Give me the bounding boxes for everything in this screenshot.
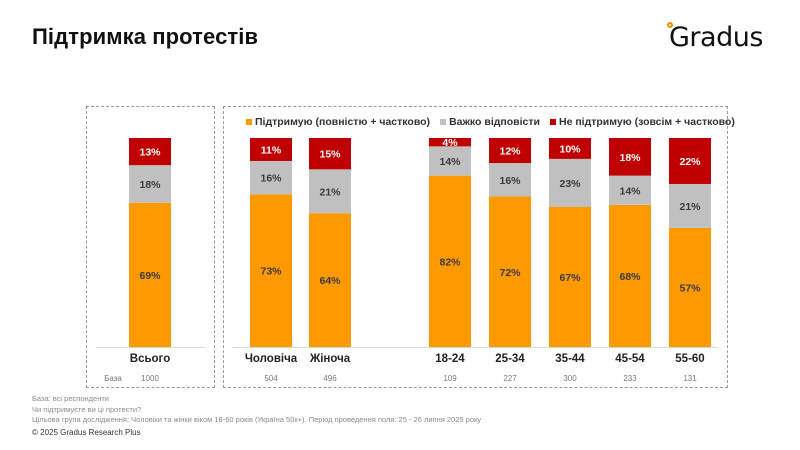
data-label-not-support: 12% <box>499 146 521 158</box>
chart-legend: Підтримую (повністю + частково) Важко ві… <box>246 116 735 128</box>
data-label-support: 67% <box>559 272 581 284</box>
data-label-support: 82% <box>439 256 461 268</box>
data-label-not-support: 4% <box>442 137 458 149</box>
data-label-support: 57% <box>679 282 701 294</box>
bar-segment-hard-to-say <box>429 146 471 176</box>
data-label-hard-to-say: 21% <box>319 186 341 198</box>
category-label: 45-54 <box>615 353 645 365</box>
base-value: 227 <box>503 374 517 383</box>
bar-segment-not-support <box>129 138 171 166</box>
bar-segment-not-support <box>549 138 591 159</box>
bar-segment-not-support <box>669 138 711 184</box>
footnote-base: База: всі респонденти <box>32 394 109 403</box>
data-label-not-support: 15% <box>319 149 341 161</box>
bar-segment-support <box>549 206 591 347</box>
data-label-hard-to-say: 16% <box>260 173 282 185</box>
logo-dot-icon <box>667 22 673 28</box>
data-label-not-support: 22% <box>679 156 701 168</box>
data-label-hard-to-say: 14% <box>619 185 641 197</box>
copyright: © 2025 Gradus Research Plus <box>32 428 141 437</box>
bar-segment-hard-to-say <box>549 158 591 207</box>
data-label-hard-to-say: 18% <box>139 179 161 191</box>
category-label: 18-24 <box>435 353 465 365</box>
legend-item-not-support: Не підтримую (зовсім + частково) <box>549 116 735 128</box>
bar-segment-support <box>309 213 351 347</box>
data-label-support: 68% <box>619 271 641 283</box>
data-label-not-support: 10% <box>559 143 581 155</box>
data-label-not-support: 11% <box>261 144 282 156</box>
bar-segment-hard-to-say <box>129 165 171 203</box>
bar-segment-hard-to-say <box>250 160 292 195</box>
base-value: 504 <box>264 374 278 383</box>
data-label-support: 64% <box>319 275 341 287</box>
bar-segment-hard-to-say <box>669 183 711 228</box>
bar-segment-support <box>489 196 531 347</box>
bar-segment-not-support <box>250 138 292 161</box>
legend-item-support: Підтримую (повністю + частково) <box>246 116 430 128</box>
data-label-support: 69% <box>139 270 161 282</box>
data-label-not-support: 13% <box>139 147 161 159</box>
data-label-hard-to-say: 14% <box>439 156 461 168</box>
footnotes: База: всі респонденти Чи підтримуєте ви … <box>32 394 481 426</box>
bar-segment-support <box>250 194 292 347</box>
base-value: 131 <box>683 374 697 383</box>
bar-segment-hard-to-say <box>489 163 531 197</box>
page-title: Підтримка протестів <box>32 24 259 49</box>
legend-label-hard-to-say: Важко відповісти <box>449 116 540 128</box>
bar-segment-support <box>609 204 651 347</box>
category-label: 25-34 <box>495 353 525 365</box>
bar-segment-not-support <box>489 138 531 164</box>
data-label-hard-to-say: 23% <box>559 178 581 190</box>
base-value: 496 <box>323 374 337 383</box>
bar-segment-not-support <box>429 138 471 147</box>
data-label-hard-to-say: 21% <box>679 201 701 213</box>
legend-label-support: Підтримую (повністю + частково) <box>255 116 431 128</box>
legend-swatch-hard-to-say <box>440 119 447 125</box>
logo-text: Gradus <box>669 22 763 53</box>
gradus-logo: Gradus <box>667 22 763 54</box>
base-row-label: База <box>104 374 122 383</box>
bar-segment-hard-to-say <box>609 175 651 205</box>
category-label: Всього <box>130 353 170 365</box>
segments-group-frame <box>223 106 728 388</box>
category-label: 35-44 <box>555 353 585 365</box>
legend-swatch-support <box>246 119 252 125</box>
footnote-target-group: Цільова група дослідження: Чоловіки та ж… <box>32 415 482 424</box>
total-group-frame <box>86 106 215 388</box>
legend-swatch-not-support <box>549 119 556 125</box>
legend-label-not-support: Не підтримую (зовсім + частково) <box>558 116 735 128</box>
bar-segment-support <box>129 202 171 347</box>
category-label: 55-60 <box>675 353 704 365</box>
category-label: Жіноча <box>309 353 351 365</box>
base-value: 1000 <box>141 374 159 383</box>
bar-segment-not-support <box>309 138 351 170</box>
category-label: Чоловіча <box>245 353 298 365</box>
data-label-not-support: 18% <box>619 152 641 164</box>
bar-segment-not-support <box>609 138 651 176</box>
data-label-support: 72% <box>499 267 521 279</box>
legend-item-hard-to-say: Важко відповісти <box>440 116 540 128</box>
base-value: 109 <box>443 374 457 383</box>
data-label-support: 73% <box>260 266 282 278</box>
bar-segment-hard-to-say <box>309 169 351 214</box>
base-value: 300 <box>563 374 577 383</box>
bar-segment-support <box>669 227 711 347</box>
base-value: 233 <box>623 374 637 383</box>
data-label-hard-to-say: 16% <box>499 175 521 187</box>
footnote-question: Чи підтримуєте ви ці протести? <box>32 404 142 414</box>
bar-segment-support <box>429 175 471 347</box>
